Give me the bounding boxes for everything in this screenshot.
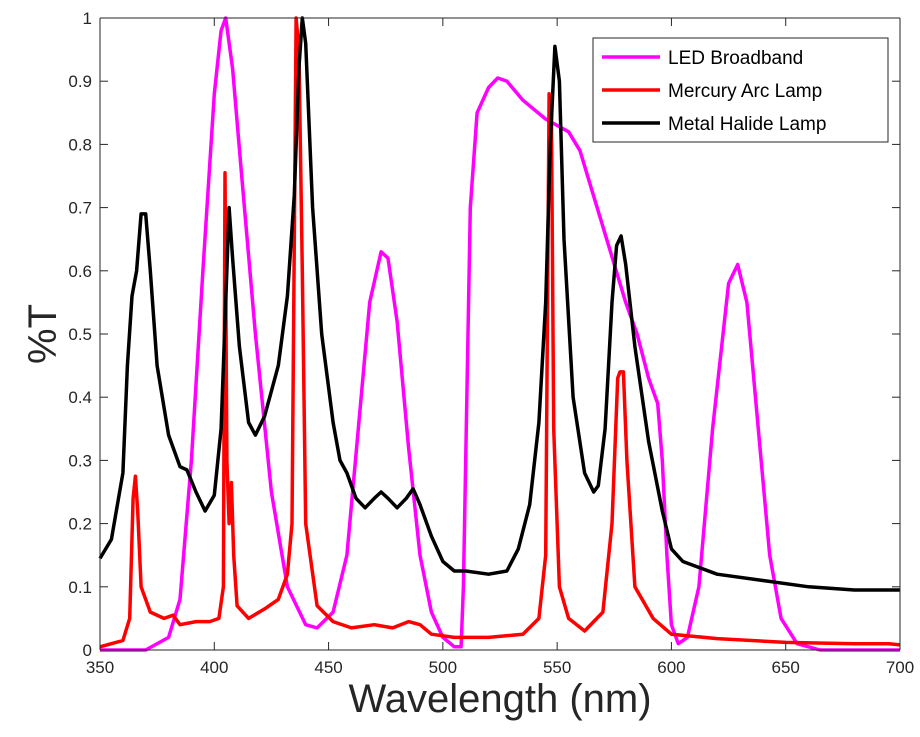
y-tick-label: 0 (83, 641, 92, 660)
legend-label-led: LED Broadband (668, 48, 803, 69)
x-tick-label: 400 (200, 658, 228, 677)
y-tick-label: 0.1 (68, 578, 92, 597)
y-axis-title: %T (21, 304, 65, 364)
y-tick-label: 0.3 (68, 451, 92, 470)
legend-label-metal-halide: Metal Halide Lamp (668, 114, 826, 135)
legend-label-mercury: Mercury Arc Lamp (668, 81, 822, 102)
series-layer (98, 16, 901, 652)
y-tick-label: 0.6 (68, 262, 92, 281)
series-line-metal-halide-lamp (98, 16, 900, 592)
y-tick-label: 0.2 (68, 515, 92, 534)
x-tick-label: 350 (86, 658, 114, 677)
y-tick-label: 1 (83, 9, 92, 28)
y-tick-label: 0.9 (68, 72, 92, 91)
ticks: 350 400 450 500 550 600 650 700 0 0.1 0.2 0.3 0.4 0.5… (68, 9, 914, 677)
x-tick-label: 650 (772, 658, 800, 677)
series-line-led-broadband (100, 16, 900, 652)
y-tick-label: 0.8 (68, 135, 92, 154)
y-tick-label: 0.5 (68, 325, 92, 344)
x-tick-label: 500 (429, 658, 457, 677)
x-tick-label: 550 (543, 658, 571, 677)
y-tick-label: 0.7 (68, 199, 92, 218)
x-tick-label: 600 (657, 658, 685, 677)
y-tick-label: 0.4 (68, 388, 92, 407)
x-axis-title: Wavelength (nm) (348, 677, 651, 721)
x-tick-label: 700 (886, 658, 914, 677)
x-tick-label: 450 (314, 658, 342, 677)
series-line-mercury-arc-lamp (99, 16, 901, 649)
legend: LED Broadband Mercury Arc Lamp Metal Hal… (592, 37, 889, 143)
